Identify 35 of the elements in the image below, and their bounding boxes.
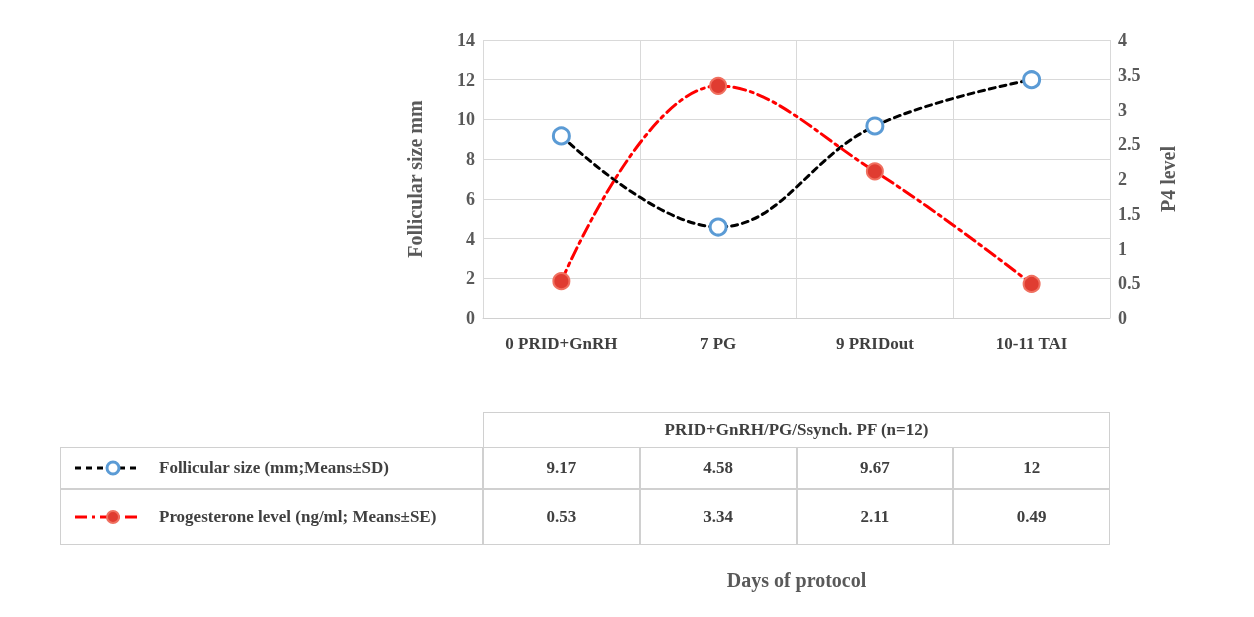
y2-tick-label: 2.5 xyxy=(1118,134,1141,155)
y-tick-label: 10 xyxy=(457,109,475,130)
legend-label: Follicular size (mm;Means±SD) xyxy=(159,458,389,478)
y2-tick-label: 3.5 xyxy=(1118,64,1141,85)
data-label: 9.17 xyxy=(483,447,640,489)
y-tick-label: 14 xyxy=(457,30,475,50)
y2-tick-label: 2 xyxy=(1118,169,1127,189)
data-label: 0.53 xyxy=(483,489,640,545)
y-tick-label: 2 xyxy=(466,268,475,289)
x-tick-label: 9 PRIDout xyxy=(835,333,915,353)
text: PRID+GnRH/PG/Ssynch. PF (n=12) xyxy=(483,412,1110,448)
y-tick-label: 12 xyxy=(457,69,475,90)
x-tick-label: 7 PG xyxy=(699,333,737,353)
y2-axis-title: P4 level xyxy=(1157,145,1179,213)
y-axis-title: Follicular size mm xyxy=(404,99,426,258)
data-label: 3.34 xyxy=(639,489,797,545)
data-label: 12 xyxy=(953,447,1110,489)
y2-tick-label: 0 xyxy=(1118,308,1127,328)
text: Days of protocol xyxy=(725,567,868,594)
y2-tick-label: 1 xyxy=(1118,238,1127,259)
y2-tick-label: 4 xyxy=(1118,30,1127,50)
y-tick-label: 0 xyxy=(466,308,475,328)
data-label: 4.58 xyxy=(639,447,797,489)
data-label: 2.11 xyxy=(796,489,954,545)
y2-tick-label: 3 xyxy=(1118,99,1127,120)
x-tick-label: 0 PRID+GnRH xyxy=(505,333,618,353)
y2-tick-label: 0.5 xyxy=(1118,273,1141,294)
y2-tick-label: 1.5 xyxy=(1118,203,1141,224)
legend-label: Progesterone level (ng/ml; Means±SE) xyxy=(159,507,437,527)
y-tick-label: 6 xyxy=(466,188,475,209)
x-tick-label: 10-11 TAI xyxy=(995,333,1068,353)
data-label: 9.67 xyxy=(796,447,954,489)
y-tick-label: 8 xyxy=(466,149,475,170)
y-tick-label: 4 xyxy=(466,228,475,249)
data-label: 0.49 xyxy=(953,489,1110,545)
